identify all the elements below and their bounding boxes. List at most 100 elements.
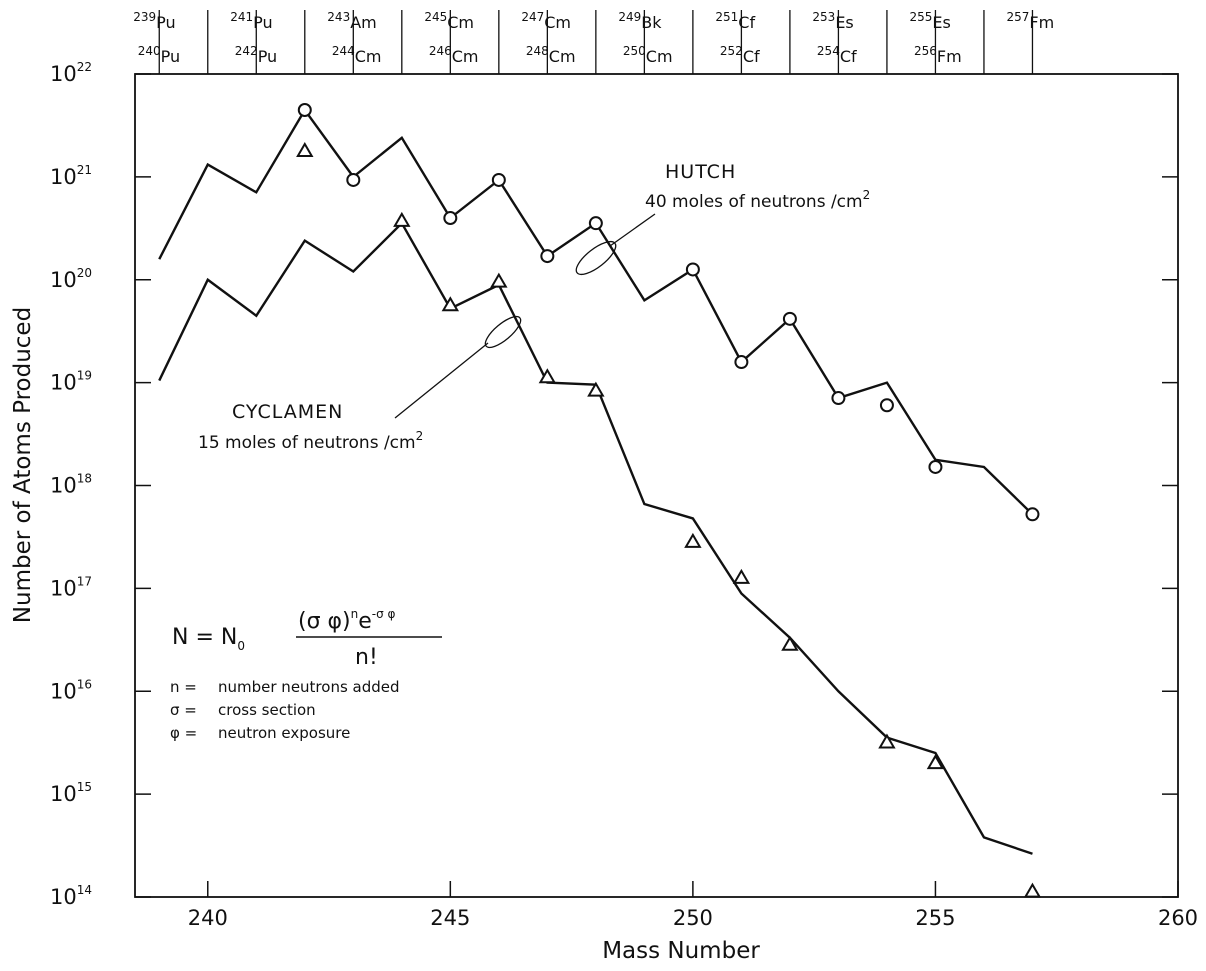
data-point xyxy=(831,391,846,406)
hutch-title: HUTCH xyxy=(665,161,736,183)
isotope-mass: 243 xyxy=(327,10,350,24)
isotope-element: Bk xyxy=(641,13,662,32)
y-tick-label: 1022 xyxy=(50,60,92,86)
cyclamen-leader xyxy=(394,315,522,419)
isotope-mass: 250 xyxy=(623,44,646,58)
data-point xyxy=(1025,507,1040,522)
equation-numerator-base: (σ φ) xyxy=(298,609,351,634)
equation-legend-symbol: n = xyxy=(170,678,197,696)
equation-lhs: N = N0 xyxy=(172,625,245,653)
series-line xyxy=(158,107,1034,516)
isotope-element: Cf xyxy=(743,47,760,66)
data-point xyxy=(781,635,799,651)
isotope-element: Cm xyxy=(447,13,474,32)
data-point xyxy=(587,381,605,397)
equation-legend-symbol: σ = xyxy=(170,701,197,719)
y-tick-base: 10 xyxy=(50,268,77,292)
isotope-label: 249Bk xyxy=(618,10,662,32)
equation-legend-symbol: φ = xyxy=(170,724,197,742)
cyclamen-subtitle: 15 moles of neutrons /cm2 xyxy=(198,429,423,453)
isotope-label: 257Fm xyxy=(1006,10,1054,32)
equation-lhs-sub: 0 xyxy=(237,639,245,653)
isotope-mass: 245 xyxy=(424,10,447,24)
equation-legend-text: number neutrons added xyxy=(218,678,400,696)
data-point xyxy=(732,568,751,584)
data-point xyxy=(490,272,508,288)
isotope-element: Pu xyxy=(161,47,181,66)
isotope-label: 240Pu xyxy=(138,44,180,66)
data-point xyxy=(684,532,702,548)
hutch-subtitle: 40 moles of neutrons /cm2 xyxy=(645,188,870,212)
isotope-label: 243Am xyxy=(327,10,376,32)
data-point xyxy=(441,296,460,312)
equation-legend-text: neutron exposure xyxy=(218,724,350,742)
y-tick-exp: 14 xyxy=(77,883,92,897)
isotope-element: Fm xyxy=(1029,13,1054,32)
isotope-element: Cf xyxy=(738,13,755,32)
hutch-subtitle-sup: 2 xyxy=(863,188,871,202)
isotope-label: 239Pu xyxy=(133,10,175,32)
isotope-labels: 239Pu240Pu241Pu242Pu243Am244Cm245Cm246Cm… xyxy=(133,10,1054,74)
equation-lhs-text: N = N xyxy=(172,625,237,650)
y-axis-title: Number of Atoms Produced xyxy=(10,307,36,623)
y-tick-base: 10 xyxy=(50,885,77,909)
y-tick-label: 1021 xyxy=(50,163,92,189)
y-tick-base: 10 xyxy=(50,371,77,395)
y-tick-base: 10 xyxy=(50,165,77,189)
isotope-element: Es xyxy=(835,13,853,32)
data-point xyxy=(782,311,797,326)
data-point xyxy=(878,733,896,749)
isotope-mass: 257 xyxy=(1006,10,1029,24)
y-tick-base: 10 xyxy=(50,576,77,600)
data-point xyxy=(297,103,312,118)
equation: N = N0 (σ φ)ne-σ φ n! n = number neutrons… xyxy=(170,607,442,742)
isotope-mass: 242 xyxy=(235,44,258,58)
isotope-mass: 247 xyxy=(521,10,544,24)
equation-denominator: n! xyxy=(355,645,378,670)
data-point xyxy=(443,211,458,226)
cyclamen-subtitle-text: 15 moles of neutrons /cm xyxy=(198,433,416,453)
isotope-label: 252Cf xyxy=(720,44,760,66)
y-tick-exp: 15 xyxy=(77,780,92,794)
series-layer xyxy=(158,103,1042,898)
y-tick-label: 1017 xyxy=(50,574,92,600)
series-hutch xyxy=(158,103,1040,522)
isotope-mass: 252 xyxy=(720,44,743,58)
data-point xyxy=(1023,882,1042,898)
isotope-element: Cm xyxy=(549,47,576,66)
x-tick-label: 240 xyxy=(188,906,228,930)
isotope-mass: 255 xyxy=(909,10,932,24)
isotope-element: Pu xyxy=(258,47,278,66)
isotope-element: Pu xyxy=(156,13,176,32)
isotope-element: Cm xyxy=(544,13,571,32)
data-point xyxy=(685,262,700,277)
isotope-element: Fm xyxy=(937,47,962,66)
y-tick-base: 10 xyxy=(50,62,77,86)
y-tick-base: 10 xyxy=(50,474,77,498)
isotope-mass: 251 xyxy=(715,10,738,24)
data-point xyxy=(734,355,749,370)
data-point xyxy=(346,172,361,187)
axis-ticks xyxy=(135,73,1179,898)
isotope-element: Es xyxy=(932,13,950,32)
equation-numerator-e-sup: -σ φ xyxy=(372,607,396,621)
y-tick-exp: 22 xyxy=(77,60,92,74)
isotope-element: Pu xyxy=(253,13,273,32)
y-tick-base: 10 xyxy=(50,679,77,703)
isotope-label: 241Pu xyxy=(230,10,272,32)
isotope-element: Cm xyxy=(355,47,382,66)
isotope-element: Cm xyxy=(646,47,673,66)
y-tick-label: 1020 xyxy=(50,266,92,292)
data-point xyxy=(393,211,411,227)
isotope-element: Cf xyxy=(840,47,857,66)
isotope-mass: 240 xyxy=(138,44,161,58)
y-tick-base: 10 xyxy=(50,782,77,806)
data-point xyxy=(538,368,557,384)
x-tick-labels: 240 245 250 255 260 xyxy=(188,906,1198,930)
y-tick-exp: 16 xyxy=(77,677,92,691)
isotope-label: 248Cm xyxy=(526,44,576,66)
isotope-mass: 241 xyxy=(230,10,253,24)
equation-legend-text: cross section xyxy=(218,701,316,719)
